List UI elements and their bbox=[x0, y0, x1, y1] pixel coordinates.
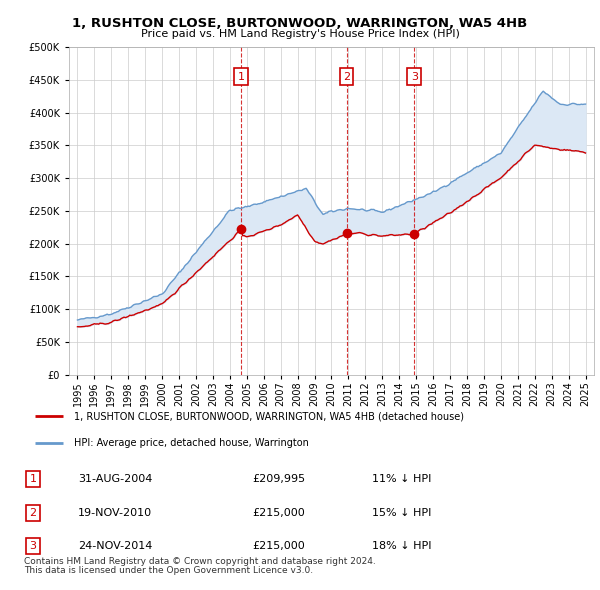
Text: 1, RUSHTON CLOSE, BURTONWOOD, WARRINGTON, WA5 4HB: 1, RUSHTON CLOSE, BURTONWOOD, WARRINGTON… bbox=[73, 17, 527, 30]
Text: 3: 3 bbox=[29, 542, 37, 552]
Text: 1, RUSHTON CLOSE, BURTONWOOD, WARRINGTON, WA5 4HB (detached house): 1, RUSHTON CLOSE, BURTONWOOD, WARRINGTON… bbox=[74, 411, 464, 421]
Text: £215,000: £215,000 bbox=[252, 542, 305, 552]
Text: 19-NOV-2010: 19-NOV-2010 bbox=[78, 508, 152, 518]
Text: £215,000: £215,000 bbox=[252, 508, 305, 518]
Text: 1: 1 bbox=[29, 474, 37, 484]
Text: 11% ↓ HPI: 11% ↓ HPI bbox=[372, 474, 431, 484]
Text: Price paid vs. HM Land Registry's House Price Index (HPI): Price paid vs. HM Land Registry's House … bbox=[140, 30, 460, 39]
Text: 15% ↓ HPI: 15% ↓ HPI bbox=[372, 508, 431, 518]
Text: 2: 2 bbox=[343, 71, 350, 81]
Text: 18% ↓ HPI: 18% ↓ HPI bbox=[372, 542, 431, 552]
Text: Contains HM Land Registry data © Crown copyright and database right 2024.: Contains HM Land Registry data © Crown c… bbox=[24, 557, 376, 566]
Text: 3: 3 bbox=[411, 71, 418, 81]
Text: 24-NOV-2014: 24-NOV-2014 bbox=[78, 542, 152, 552]
Text: This data is licensed under the Open Government Licence v3.0.: This data is licensed under the Open Gov… bbox=[24, 566, 313, 575]
Text: 2: 2 bbox=[29, 508, 37, 518]
Text: HPI: Average price, detached house, Warrington: HPI: Average price, detached house, Warr… bbox=[74, 438, 309, 448]
Text: 1: 1 bbox=[238, 71, 245, 81]
Text: £209,995: £209,995 bbox=[252, 474, 305, 484]
Text: 31-AUG-2004: 31-AUG-2004 bbox=[78, 474, 152, 484]
